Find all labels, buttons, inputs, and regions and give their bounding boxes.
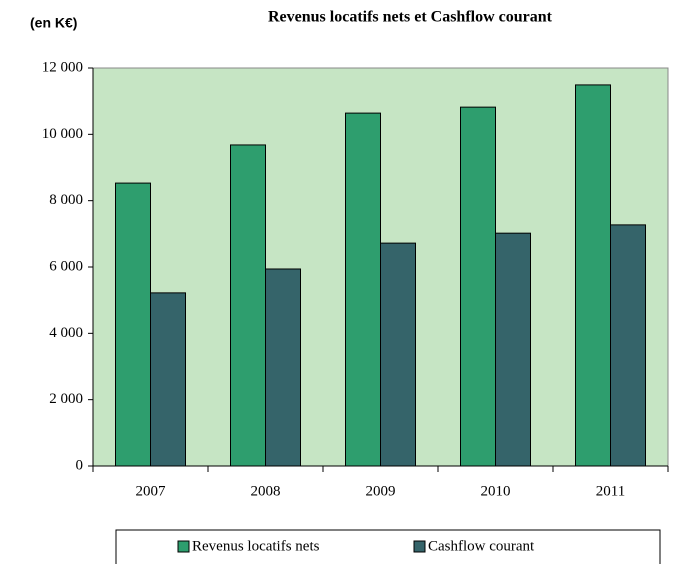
chart-title: Revenus locatifs nets et Cashflow couran… <box>268 9 553 26</box>
bar <box>460 106 496 467</box>
bar <box>115 182 151 467</box>
x-tick-label: 2008 <box>251 483 281 499</box>
bar <box>610 224 646 467</box>
y-tick-label: 4 000 <box>49 325 83 341</box>
y-tick-label: 10 000 <box>42 126 83 142</box>
bar <box>495 232 531 467</box>
x-tick-label: 2007 <box>136 483 167 499</box>
y-tick-label: 8 000 <box>49 192 83 208</box>
legend-swatch <box>177 540 190 553</box>
bar <box>575 84 611 467</box>
y-tick-label: 12 000 <box>42 59 83 75</box>
legend-box <box>115 529 661 564</box>
y-tick-label: 6 000 <box>49 258 83 274</box>
x-tick-label: 2011 <box>596 483 625 499</box>
bar <box>345 112 381 467</box>
x-tick-label: 2010 <box>481 483 511 499</box>
bar <box>230 144 266 467</box>
bar <box>265 268 301 467</box>
legend-label: Cashflow courant <box>428 538 535 554</box>
legend-label: Revenus locatifs nets <box>192 538 320 554</box>
unit-label: (en K€) <box>30 15 77 31</box>
bar <box>380 242 416 467</box>
bar <box>150 292 186 467</box>
legend-swatch <box>413 540 426 553</box>
y-tick-label: 0 <box>76 457 84 473</box>
x-tick-label: 2009 <box>366 483 396 499</box>
y-tick-label: 2 000 <box>49 391 83 407</box>
